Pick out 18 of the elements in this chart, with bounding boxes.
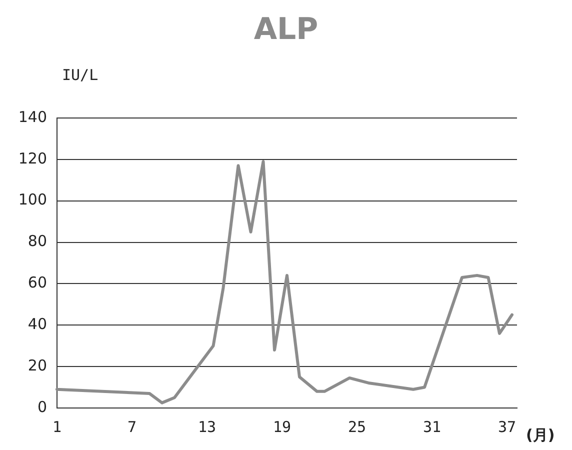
x-tick-label: 25 [348,418,366,436]
chart-title: ALP [252,12,320,47]
y-tick-label: 20 [28,356,47,374]
y-tick-label: 140 [18,108,47,126]
y-tick-label: 60 [28,274,47,292]
x-tick-label: 7 [127,418,137,436]
y-axis-title: IU/L [62,66,98,84]
x-tick-label: 31 [422,418,442,436]
y-tick-label: 120 [18,149,47,168]
x-tick-label: 13 [198,418,216,436]
x-tick-label: 37 [498,418,516,436]
y-tick-label: 40 [28,315,47,334]
y-tick-label: 0 [37,398,47,416]
y-tick-label: 80 [28,232,47,250]
y-tick-label: 100 [18,190,47,209]
x-tick-label: 1 [52,418,62,436]
x-axis-title: (月) [526,426,555,445]
x-tick-label: 19 [272,418,292,436]
